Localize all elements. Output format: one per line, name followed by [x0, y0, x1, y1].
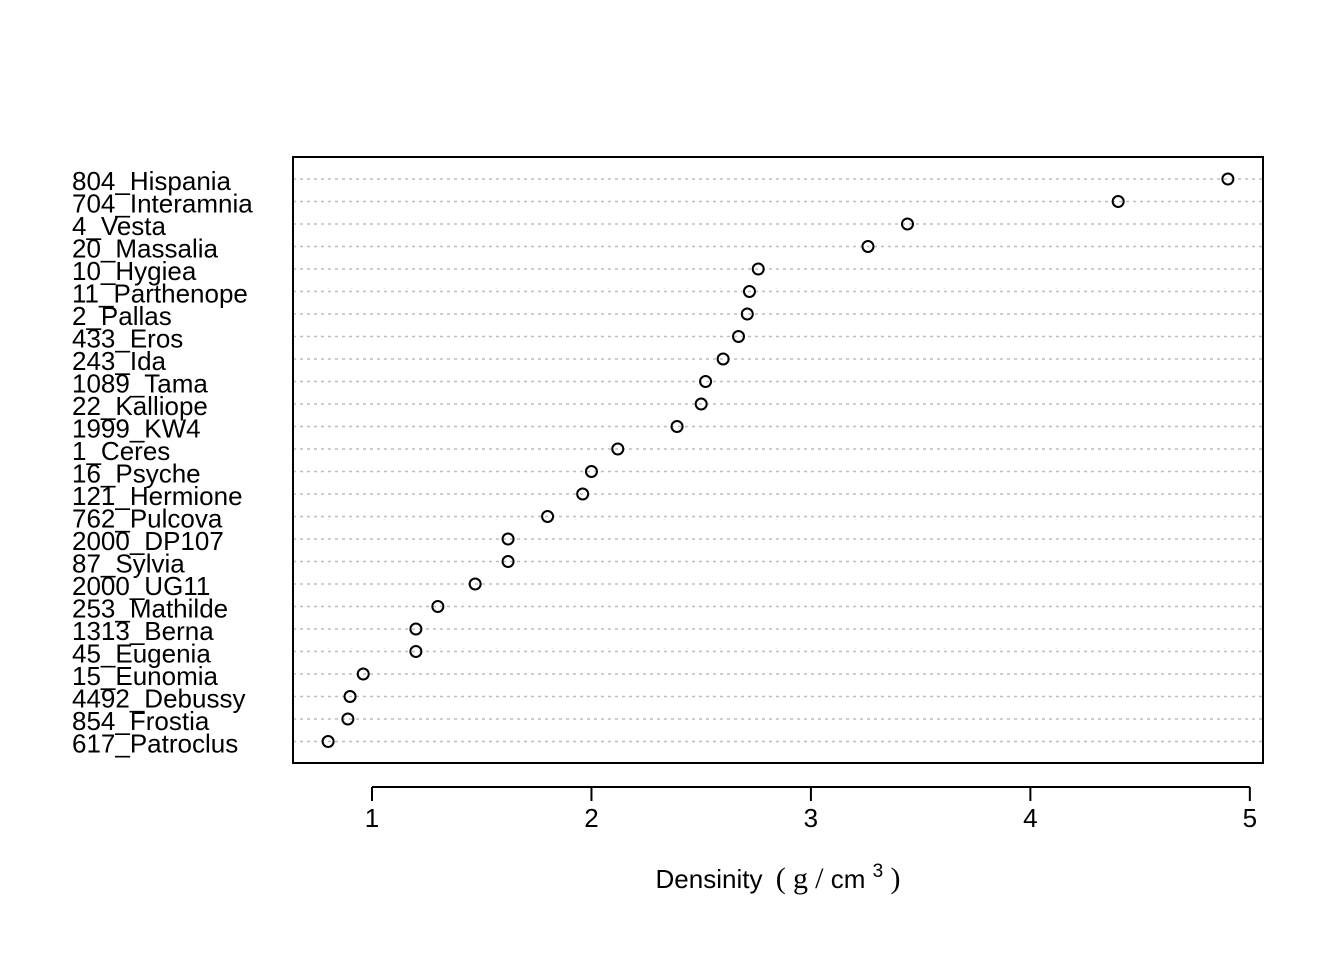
category-label: 20_Massalia [72, 234, 219, 264]
x-axis-title-close: ) [890, 862, 900, 895]
data-point [501, 555, 515, 568]
x-axis-title: Densinity ( g / cm 3 ) [656, 853, 901, 895]
category-label: 87_Sylvia [72, 549, 185, 579]
category-label: 1999_KW4 [72, 414, 201, 444]
category-label: 617_Patroclus [72, 729, 238, 759]
grid-lines [293, 178, 1263, 743]
category-label: 804_Hispania [72, 166, 232, 196]
data-point [541, 510, 555, 523]
x-tick-label: 4 [1023, 803, 1037, 833]
category-label: 1089_Tama [72, 369, 208, 399]
category-labels: 804_Hispania704_Interamnia4_Vesta20_Mass… [72, 166, 253, 759]
data-points [321, 172, 1235, 748]
category-label: 1_Ceres [72, 436, 170, 466]
data-point [431, 600, 445, 613]
x-tick-label: 1 [365, 803, 379, 833]
data-point [699, 375, 713, 388]
data-point [731, 330, 745, 343]
x-axis-unit-den: cm [831, 864, 866, 894]
x-tick-label: 2 [584, 803, 598, 833]
data-point [356, 667, 370, 681]
data-point [611, 442, 625, 456]
category-label: 2000_DP107 [72, 526, 224, 556]
category-label: 704_Interamnia [72, 189, 253, 219]
category-label: 16_Psyche [72, 459, 201, 489]
category-label: 2_Pallas [72, 301, 172, 331]
category-label: 243_Ida [72, 346, 167, 376]
data-point [1221, 172, 1235, 186]
x-axis: 1 2 3 4 5 [365, 786, 1257, 833]
data-point [576, 487, 590, 501]
plot-frame [292, 156, 1264, 764]
data-point [501, 532, 515, 546]
data-point [584, 465, 598, 478]
data-point [409, 645, 423, 658]
x-axis-unit-exponent: 3 [873, 861, 884, 882]
data-point [1111, 195, 1125, 208]
x-axis-unit-slash: / [815, 862, 824, 895]
x-axis-unit-num: g [793, 862, 808, 895]
category-label: 45_Eugenia [72, 639, 211, 669]
data-point [716, 352, 730, 366]
category-label: 253_Mathilde [72, 594, 228, 624]
category-label: 762_Pulcova [72, 504, 223, 534]
category-label: 854_Frostia [72, 706, 210, 736]
category-label: 22_Kalliope [72, 391, 208, 421]
category-label: 2000_UG11 [72, 571, 210, 601]
data-point [321, 735, 335, 748]
x-axis-title-open: ( [776, 862, 786, 895]
category-label: 15_Eunomia [72, 661, 219, 691]
data-point [740, 307, 754, 321]
data-point [468, 577, 482, 591]
data-point [861, 240, 875, 253]
category-label: 1313_Berna [72, 616, 214, 646]
category-label: 433_Eros [72, 324, 183, 354]
category-label: 11_Parthenope [72, 279, 248, 309]
data-point [409, 622, 423, 636]
category-label: 121_Hermione [72, 481, 243, 511]
data-point [343, 690, 357, 703]
data-point [751, 262, 765, 276]
data-point [694, 397, 708, 411]
category-label: 4_Vesta [72, 211, 167, 241]
data-point [341, 712, 355, 726]
data-point [900, 217, 914, 231]
category-label: 10_Hygiea [72, 256, 197, 286]
x-tick-label: 3 [804, 803, 818, 833]
data-point [742, 285, 756, 298]
x-axis-title-main: Densinity [656, 864, 763, 894]
data-point [670, 420, 684, 433]
category-label: 4492_Debussy [72, 684, 245, 714]
x-tick-label: 5 [1243, 803, 1257, 833]
